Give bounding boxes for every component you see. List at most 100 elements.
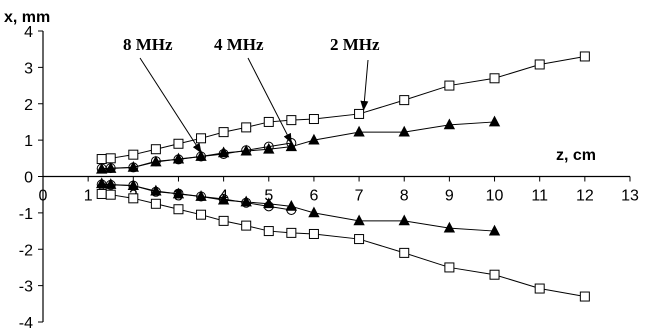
- data-point: [286, 227, 297, 238]
- data-point: [579, 51, 590, 62]
- annotation-arrow: [247, 57, 292, 144]
- data-point: [128, 162, 139, 173]
- x-tick-label: 8: [400, 188, 409, 205]
- y-tick-label: -4: [19, 315, 33, 331]
- data-point: [263, 116, 274, 127]
- series-layer: [96, 51, 590, 302]
- data-point: [285, 140, 298, 152]
- data-point: [488, 115, 501, 127]
- data-point: [218, 148, 229, 159]
- data-point: [489, 73, 500, 84]
- data-point: [398, 125, 410, 137]
- data-point: [241, 122, 252, 133]
- x-tick-label: 11: [531, 188, 548, 205]
- x-tick-label: 13: [621, 188, 639, 205]
- data-point: [263, 141, 274, 152]
- data-point: [150, 184, 162, 196]
- series-line: [101, 142, 292, 169]
- data-point: [443, 221, 456, 233]
- data-point: [128, 193, 139, 204]
- y-tick-label: 0: [24, 170, 33, 187]
- data-point: [308, 133, 320, 145]
- data-point: [173, 204, 184, 215]
- data-point: [308, 228, 319, 239]
- data-point: [353, 214, 365, 226]
- axes: -4-3-2-101234012345678910111213: [19, 24, 639, 331]
- data-point: [263, 226, 274, 237]
- x-tick-label: 1: [84, 188, 93, 205]
- y-tick-label: 1: [24, 133, 33, 150]
- data-point: [399, 247, 410, 258]
- x-tick-label: 10: [486, 188, 504, 205]
- series-label-2-mhz: 2 MHz: [330, 35, 380, 54]
- data-point: [263, 201, 274, 212]
- data-point: [444, 80, 455, 91]
- data-point: [489, 269, 500, 280]
- data-point: [150, 186, 161, 197]
- data-point: [150, 144, 161, 155]
- y-tick-label: -3: [19, 279, 33, 296]
- data-point: [534, 59, 545, 70]
- series-2-mhz: [96, 51, 590, 302]
- data-point: [241, 220, 252, 231]
- data-point: [286, 115, 297, 126]
- data-point: [241, 145, 252, 156]
- x-tick-label: 5: [264, 188, 273, 205]
- series-8-mhz: [96, 138, 297, 215]
- data-point: [105, 163, 116, 174]
- annotation-layer: 8 MHz 4 MHz 2 MHz: [123, 35, 380, 154]
- data-point: [105, 179, 116, 190]
- data-point: [128, 180, 139, 191]
- series-label-4-mhz: 4 MHz: [214, 35, 264, 54]
- data-point: [534, 283, 545, 294]
- data-point: [308, 206, 320, 218]
- data-point: [308, 114, 319, 125]
- data-point: [354, 234, 365, 245]
- series-line: [101, 184, 292, 211]
- data-point: [150, 156, 161, 167]
- data-point: [444, 262, 455, 273]
- x-tick-label: 12: [576, 188, 594, 205]
- data-point: [579, 291, 590, 302]
- data-point: [218, 194, 229, 205]
- y-tick-label: -2: [19, 242, 33, 259]
- y-tick-label: 4: [24, 24, 33, 41]
- y-tick-label: -1: [19, 206, 33, 223]
- data-point: [128, 149, 139, 160]
- data-point: [172, 152, 185, 164]
- data-point: [173, 154, 184, 165]
- data-point: [286, 204, 297, 215]
- data-point: [196, 191, 207, 202]
- data-point: [105, 178, 117, 189]
- data-point: [96, 154, 107, 165]
- y-tick-label: 3: [24, 60, 33, 77]
- annotation-arrow: [139, 57, 202, 154]
- data-point: [488, 224, 501, 236]
- data-point: [96, 188, 107, 199]
- data-point: [353, 125, 365, 137]
- x-tick-label: 7: [355, 188, 364, 205]
- data-point: [173, 138, 184, 149]
- series-4-mhz: [96, 115, 501, 236]
- x-axis-title: z, cm: [556, 147, 596, 164]
- data-point: [354, 108, 365, 119]
- x-tick-label: 6: [309, 188, 318, 205]
- annotation-arrow: [360, 59, 369, 111]
- data-point: [218, 127, 229, 138]
- data-point: [150, 198, 161, 209]
- series-label-8-mhz: 8 MHz: [123, 35, 173, 54]
- data-point: [96, 177, 108, 189]
- data-point: [241, 197, 252, 208]
- data-point: [218, 215, 229, 226]
- x-tick-label: 9: [445, 188, 454, 205]
- data-point: [443, 118, 456, 130]
- data-point: [399, 95, 410, 106]
- y-tick-label: 2: [24, 97, 33, 114]
- x-tick-label: 0: [39, 188, 48, 205]
- y-axis-title: x, mm: [4, 9, 50, 26]
- data-point: [105, 189, 116, 200]
- data-point: [105, 153, 116, 164]
- data-point: [173, 188, 184, 199]
